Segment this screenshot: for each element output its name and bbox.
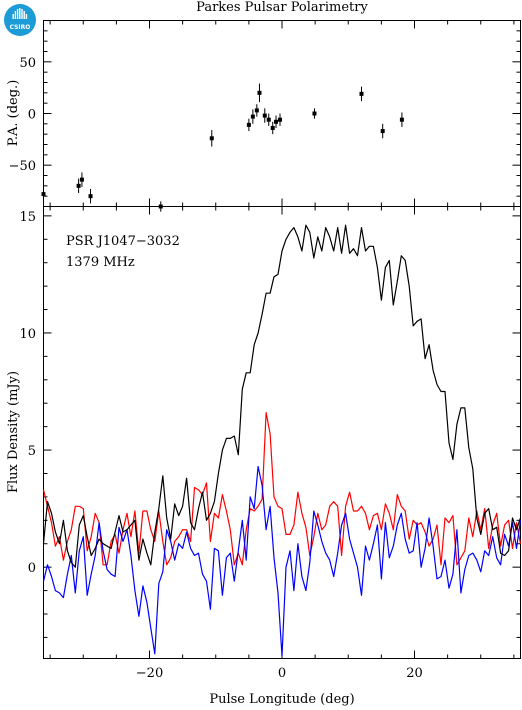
flux-axis-label: Flux Density (mJy) xyxy=(6,371,21,493)
pa-point xyxy=(312,111,317,116)
pa-point xyxy=(209,136,214,141)
pa-point xyxy=(41,192,46,197)
pa-point xyxy=(359,91,364,96)
pa-point xyxy=(250,114,255,119)
pa-point xyxy=(270,125,275,130)
logo-text: CSIRO xyxy=(10,24,31,31)
pa-ytick-label: 0 xyxy=(28,108,36,123)
pa-point xyxy=(266,117,271,122)
pa-point xyxy=(257,90,262,95)
pa-point xyxy=(88,194,93,199)
figure-title: Parkes Pulsar Polarimetry xyxy=(196,0,368,15)
pa-point xyxy=(79,177,84,182)
pa-ytick-label: 50 xyxy=(19,56,36,71)
flux-layer: 0 5 10 15 −20 0 20 xyxy=(19,206,522,681)
pa-ytick-label: −50 xyxy=(9,159,36,174)
frequency-annotation: 1379 MHz xyxy=(66,255,135,270)
flux-xtick-label: 20 xyxy=(406,666,423,681)
flux-ytick-label: 10 xyxy=(19,327,36,342)
pa-point xyxy=(76,183,81,188)
flux-ytick-label: 15 xyxy=(19,210,36,225)
x-axis-label: Pulse Longitude (deg) xyxy=(209,692,354,707)
flux-xtick-label: 0 xyxy=(278,666,286,681)
pa-point xyxy=(254,108,259,113)
flux-ytick-label: 0 xyxy=(28,561,36,576)
flux-ytick-label: 5 xyxy=(28,444,36,459)
circular-polarization-line xyxy=(42,465,522,657)
pa-point xyxy=(246,122,251,127)
pulsar-name-annotation: PSR J1047−3032 xyxy=(66,234,180,249)
pa-layer: −50 0 50 xyxy=(9,20,521,212)
flux-panel-frame xyxy=(43,206,521,659)
pa-point xyxy=(380,129,385,134)
flux-xtick-label: −20 xyxy=(136,666,163,681)
pa-axis-label: P.A. (deg.) xyxy=(6,80,21,147)
pa-panel-frame xyxy=(43,20,521,207)
pa-point xyxy=(158,204,163,209)
total-intensity-line xyxy=(42,224,522,568)
pa-point xyxy=(262,113,267,118)
pa-point xyxy=(274,119,279,124)
csiro-logo-icon: CSIRO xyxy=(4,4,36,36)
pa-point xyxy=(399,117,404,122)
pa-point xyxy=(278,117,283,122)
